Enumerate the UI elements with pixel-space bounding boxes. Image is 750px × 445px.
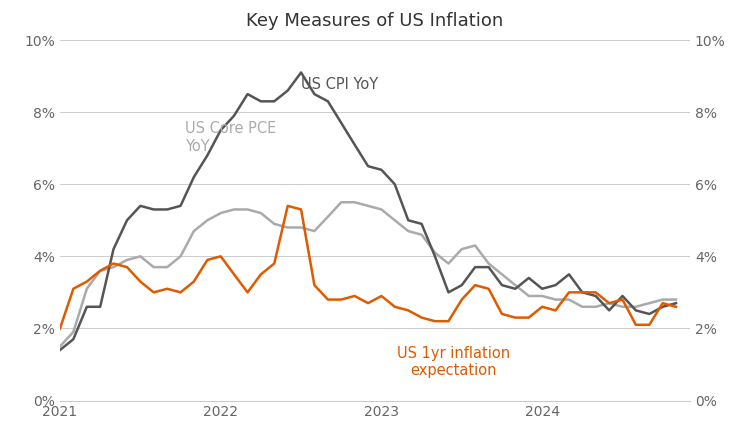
Text: US CPI YoY: US CPI YoY xyxy=(301,77,378,92)
Text: US Core PCE
YoY: US Core PCE YoY xyxy=(185,121,277,154)
Title: Key Measures of US Inflation: Key Measures of US Inflation xyxy=(246,12,504,30)
Text: US 1yr inflation
expectation: US 1yr inflation expectation xyxy=(398,346,510,378)
